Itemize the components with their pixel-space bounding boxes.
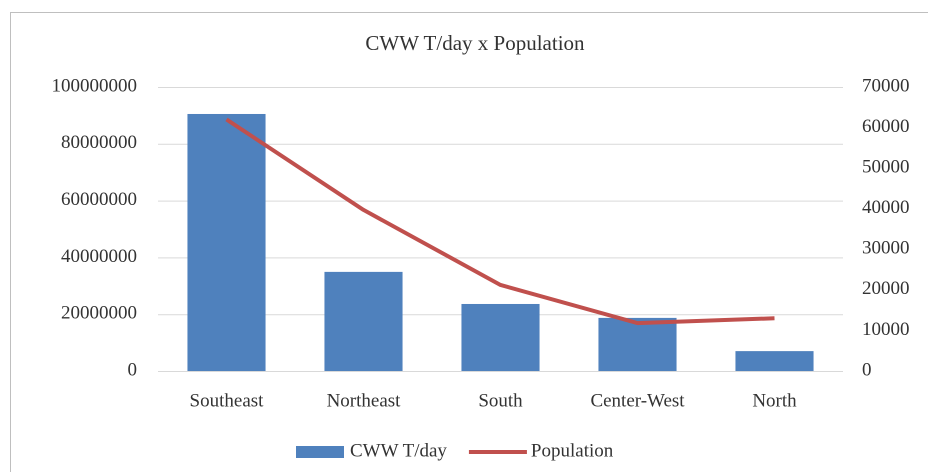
y2-tick-label: 20000 bbox=[862, 278, 910, 299]
y2-tick-label: 60000 bbox=[862, 116, 910, 137]
x-tick-label: Northeast bbox=[327, 390, 402, 411]
y-tick-label: 100000000 bbox=[52, 75, 138, 96]
y-tick-label: 60000000 bbox=[61, 189, 137, 210]
x-tick-label: South bbox=[478, 390, 523, 411]
line bbox=[225, 117, 775, 326]
bar bbox=[461, 303, 540, 371]
bar bbox=[324, 271, 403, 371]
y2-tick-label: 70000 bbox=[862, 75, 910, 96]
bar bbox=[187, 113, 266, 371]
y2-tick-label: 0 bbox=[862, 359, 872, 380]
legend-swatch bbox=[296, 446, 344, 458]
chart-title: CWW T/day x Population bbox=[365, 31, 585, 55]
y2-tick-label: 30000 bbox=[862, 238, 910, 259]
y2-tick-label: 40000 bbox=[862, 197, 910, 218]
y-tick-label: 20000000 bbox=[61, 303, 137, 324]
chart-border bbox=[10, 12, 928, 472]
legend-label: CWW T/day bbox=[350, 440, 447, 461]
x-tick-label: North bbox=[752, 390, 797, 411]
bar bbox=[735, 351, 814, 371]
y-tick-label: 0 bbox=[128, 359, 138, 380]
y-tick-label: 40000000 bbox=[61, 246, 137, 267]
x-tick-label: Center-West bbox=[590, 390, 685, 411]
y2-tick-label: 50000 bbox=[862, 157, 910, 178]
y-tick-label: 80000000 bbox=[61, 132, 137, 153]
legend-label: Population bbox=[531, 440, 614, 461]
x-tick-label: Southeast bbox=[190, 390, 265, 411]
bar bbox=[598, 317, 677, 371]
y2-tick-label: 10000 bbox=[862, 319, 910, 340]
